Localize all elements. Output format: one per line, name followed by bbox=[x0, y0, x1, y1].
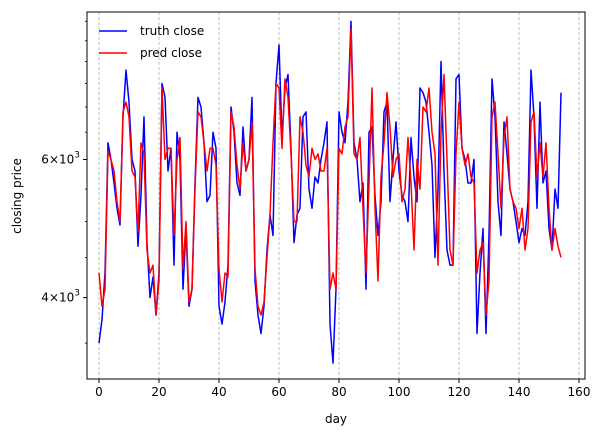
y-tick-label: 6×103 bbox=[41, 150, 80, 166]
y-tick-label: 4×103 bbox=[41, 289, 80, 305]
x-tick-label: 140 bbox=[508, 385, 531, 399]
x-tick-label: 60 bbox=[271, 385, 286, 399]
x-tick-label: 80 bbox=[331, 385, 346, 399]
x-axis-ticks: 0 20 40 60 80 100 120 140 160 bbox=[95, 379, 590, 399]
y-axis-ticks: 4×103 6×103 bbox=[41, 20, 87, 344]
series-line-2 bbox=[98, 28, 562, 316]
x-tick-label: 0 bbox=[95, 385, 103, 399]
plot-frame bbox=[86, 11, 586, 380]
grid-lines bbox=[98, 12, 580, 379]
x-tick-label: 100 bbox=[388, 385, 411, 399]
legend: truth close pred close bbox=[99, 24, 204, 60]
x-tick-label: 20 bbox=[151, 385, 166, 399]
legend-label: pred close bbox=[140, 46, 202, 60]
x-tick-label: 160 bbox=[568, 385, 591, 399]
legend-label: truth close bbox=[140, 24, 204, 38]
series-lines bbox=[98, 20, 562, 364]
x-tick-label: 40 bbox=[211, 385, 226, 399]
x-axis-label: day bbox=[325, 412, 347, 426]
y-axis-label: closing price bbox=[10, 158, 24, 234]
x-tick-label: 120 bbox=[448, 385, 471, 399]
